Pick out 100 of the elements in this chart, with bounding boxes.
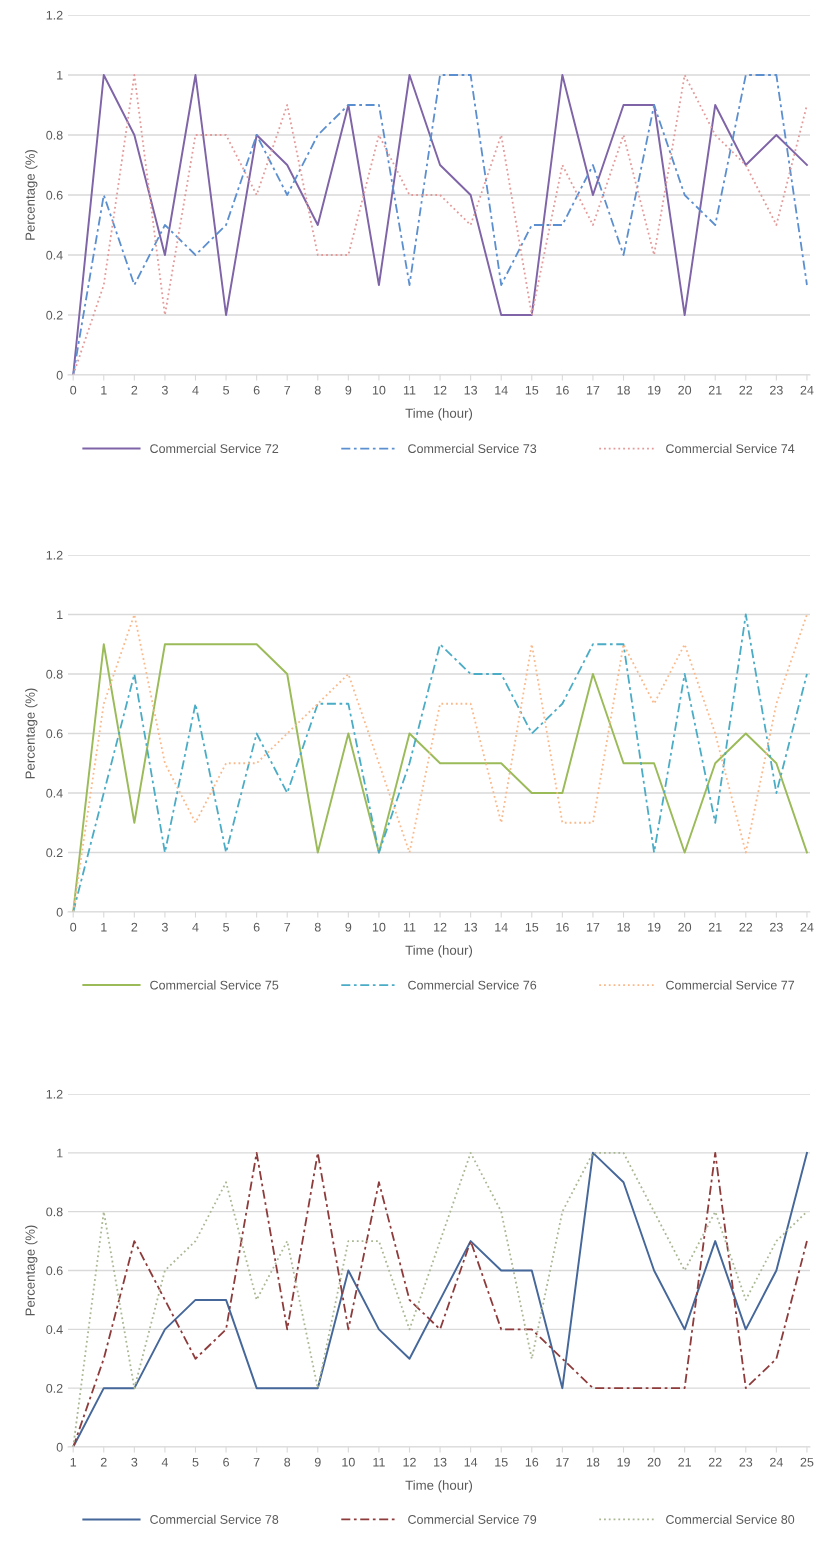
x-tick-label: 22 (739, 922, 753, 932)
line-series (72, 1151, 808, 1447)
x-tick-label: 13 (464, 922, 478, 932)
x-tick-label: 19 (648, 922, 661, 932)
y-tick-label: 0.4 (46, 250, 63, 260)
x-tick-label: 1 (101, 922, 107, 932)
x-tick-label: 13 (464, 385, 478, 395)
x-tick-label: 17 (556, 1457, 569, 1467)
x-tick-label: 11 (403, 385, 416, 395)
x-tick-label: 25 (800, 1457, 814, 1467)
y-tick-label: 0.6 (46, 190, 63, 200)
x-tick-label: 14 (464, 1457, 478, 1467)
x-tick-label: 0 (70, 385, 77, 395)
x-tick-label: 5 (223, 922, 230, 932)
x-tick-label: 14 (495, 922, 508, 932)
x-tick-label: 9 (345, 385, 352, 395)
x-tick-label: 20 (678, 385, 692, 395)
x-tick-label: 23 (770, 385, 783, 395)
y-tick-label: 0.4 (46, 1325, 63, 1334)
x-tick-label: 12 (434, 922, 447, 932)
x-tick-label: 16 (556, 385, 569, 395)
x-tick-label: 10 (372, 385, 386, 395)
y-axis-title: Percentage (%) (25, 149, 38, 240)
x-tick-label: 3 (131, 1457, 138, 1467)
x-tick-label: 6 (223, 1457, 229, 1467)
x-tick-label: 11 (373, 1457, 385, 1467)
x-tick-label: 11 (403, 922, 416, 932)
legend-label: Commercial Service 76 (408, 980, 537, 990)
x-tick-label: 0 (70, 922, 77, 932)
x-tick-label: 21 (708, 385, 722, 395)
x-tick-label: 24 (770, 1457, 783, 1467)
x-tick-label: 17 (586, 385, 600, 395)
x-tick-label: 2 (131, 385, 138, 395)
x-tick-label: 24 (800, 385, 814, 395)
x-tick-label: 20 (647, 1457, 661, 1467)
y-tick-label: 0.2 (46, 848, 63, 858)
legend-label: Commercial Service 75 (150, 980, 279, 990)
legend-label: Commercial Service 80 (666, 1514, 795, 1524)
y-tick-label: 1.2 (46, 10, 63, 20)
x-tick-label: 18 (586, 1457, 600, 1467)
x-tick-label: 6 (253, 922, 260, 932)
x-tick-label: 10 (372, 922, 386, 932)
x-tick-label: 21 (708, 922, 722, 932)
x-tick-label: 5 (192, 1457, 199, 1467)
x-tick-label: 9 (345, 922, 352, 932)
x-tick-label: 7 (253, 1457, 260, 1467)
legend-label: Commercial Service 79 (408, 1514, 537, 1524)
x-tick-label: 13 (434, 1457, 447, 1467)
x-tick-label: 23 (770, 922, 783, 932)
y-tick-label: 1 (57, 70, 63, 80)
x-tick-label: 24 (800, 922, 814, 932)
y-tick-label: 0 (56, 370, 63, 380)
y-tick-label: 0.2 (46, 1383, 63, 1393)
x-tick-label: 14 (495, 385, 508, 395)
y-tick-label: 0.8 (46, 669, 63, 679)
legend-label: Commercial Service 74 (666, 443, 795, 454)
x-tick-label: 20 (678, 922, 692, 932)
x-tick-label: 5 (223, 385, 230, 395)
x-tick-label: 12 (434, 385, 447, 395)
x-tick-label: 16 (525, 1457, 539, 1467)
x-tick-label: 8 (284, 1457, 291, 1467)
y-tick-label: 0 (56, 1442, 63, 1452)
x-tick-label: 1 (101, 385, 107, 395)
x-tick-label: 19 (648, 385, 661, 395)
x-tick-label: 23 (739, 1457, 753, 1467)
y-tick-label: 0.2 (46, 310, 63, 320)
x-tick-label: 19 (617, 1457, 630, 1467)
x-tick-label: 7 (284, 922, 291, 932)
legend-label: Commercial Service 77 (666, 980, 795, 990)
legend-label: Commercial Service 73 (408, 443, 537, 454)
x-tick-label: 8 (314, 922, 321, 932)
x-tick-label: 1 (70, 1457, 77, 1467)
x-tick-label: 15 (495, 1457, 508, 1467)
x-tick-label: 9 (314, 1457, 321, 1467)
x-tick-label: 17 (586, 922, 600, 932)
y-tick-label: 0.8 (46, 130, 63, 140)
x-tick-label: 16 (556, 922, 569, 932)
x-tick-label: 18 (617, 385, 630, 395)
x-tick-label: 4 (192, 385, 199, 395)
legend-label: Commercial Service 78 (150, 1514, 279, 1524)
x-tick-label: 15 (525, 385, 539, 395)
x-tick-label: 2 (100, 1457, 107, 1467)
x-tick-label: 15 (525, 922, 539, 932)
x-tick-label: 4 (192, 922, 199, 932)
x-axis-title: Time (hour) (405, 1480, 473, 1493)
y-tick-label: 0.6 (46, 729, 63, 739)
x-tick-label: 2 (131, 922, 138, 932)
line-series (72, 74, 808, 375)
y-axis-title: Percentage (%) (25, 1225, 38, 1316)
y-tick-label: 1.2 (46, 1089, 63, 1099)
x-tick-label: 3 (161, 922, 168, 932)
x-tick-label: 18 (617, 922, 630, 932)
x-axis-title: Time (hour) (405, 408, 473, 421)
x-tick-label: 21 (678, 1457, 691, 1467)
y-axis-title: Percentage (%) (25, 688, 38, 779)
x-tick-label: 7 (284, 385, 291, 395)
y-tick-label: 0 (56, 907, 63, 917)
x-tick-label: 4 (161, 1457, 169, 1467)
y-tick-label: 1.2 (46, 550, 63, 560)
x-axis-title: Time (hour) (405, 945, 473, 958)
